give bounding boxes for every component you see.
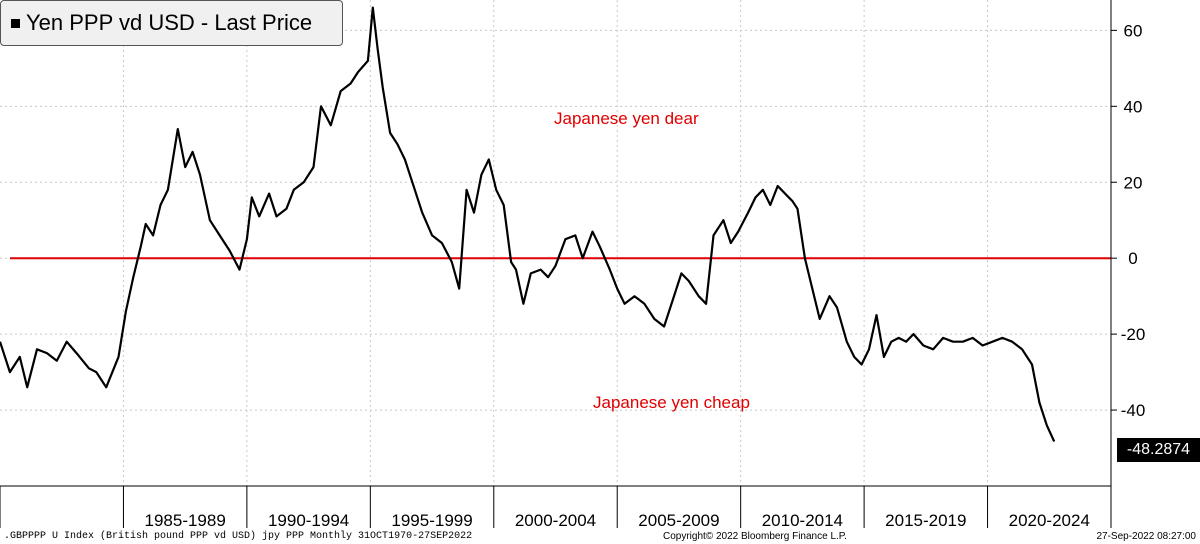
y-tick-label: 20 xyxy=(1124,173,1143,192)
legend-swatch xyxy=(11,18,20,28)
y-tick-label: 40 xyxy=(1124,97,1143,116)
y-tick-label: -20 xyxy=(1121,325,1146,344)
footer-index-info: .GBPPPP U Index (British pound PPP vd US… xyxy=(4,531,473,542)
annotation-yen-cheap: Japanese yen cheap xyxy=(593,393,750,412)
y-tick-label: -40 xyxy=(1121,401,1146,420)
x-tick-label: 2015-2019 xyxy=(885,511,966,530)
axes xyxy=(0,0,1117,528)
y-tick-label: 60 xyxy=(1124,21,1143,40)
series-layer xyxy=(0,6,1056,442)
x-tick-label: 2005-2009 xyxy=(638,511,719,530)
x-tick-label: 2010-2014 xyxy=(762,511,843,530)
grid-lines xyxy=(0,0,1111,486)
y-tick-label: 0 xyxy=(1128,249,1137,268)
x-tick-label: 1990-1994 xyxy=(268,511,349,530)
x-tick-label: 2020-2024 xyxy=(1009,511,1090,530)
legend: Yen PPP vd USD - Last Price xyxy=(0,0,343,46)
footer-copyright: Copyright© 2022 Bloomberg Finance L.P. xyxy=(663,531,847,542)
footer-timestamp: 27-Sep-2022 08:27:00 xyxy=(1096,531,1196,542)
series-line xyxy=(0,6,1056,442)
x-tick-label: 1995-1999 xyxy=(391,511,472,530)
last-price-badge: -48.2874 xyxy=(1117,438,1200,462)
x-tick-label: 1985-1989 xyxy=(145,511,226,530)
legend-label: Yen PPP vd USD - Last Price xyxy=(26,10,313,35)
annotation-yen-dear: Japanese yen dear xyxy=(554,109,699,128)
tick-labels: 60 40 20 0 -20 -40 1985-1989 1990-1994 1995-1999… xyxy=(145,21,1146,530)
x-tick-label: 2000-2004 xyxy=(515,511,596,530)
